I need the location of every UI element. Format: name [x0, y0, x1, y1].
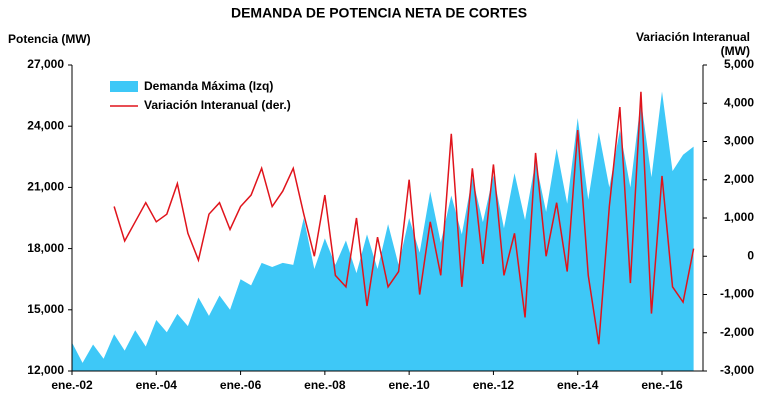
y2-tick-label: 2,000: [724, 172, 754, 186]
y2-tick-label: -2,000: [720, 325, 754, 339]
y-tick-label: 12,000: [27, 363, 64, 377]
y2-tick-label: 4,000: [724, 95, 754, 109]
legend-swatch: [110, 81, 138, 92]
y2-axis-label-box: Variación Interanual (MW): [635, 30, 750, 58]
area: [72, 91, 694, 372]
y-tick-label: 21,000: [27, 180, 64, 194]
legend-label: Demanda Máxima (Izq): [144, 79, 273, 93]
x-tick-label: ene.-02: [51, 378, 93, 392]
y2-tick-label: 3,000: [724, 134, 754, 148]
y-tick-label: 15,000: [27, 302, 64, 316]
y2-tick-label: -3,000: [720, 363, 754, 377]
x-tick-label: ene.-06: [220, 378, 262, 392]
y2-tick-label: 0: [747, 248, 754, 262]
legend-label: Variación Interanual (der.): [144, 98, 291, 112]
x-tick-label: ene.-10: [388, 378, 430, 392]
y-tick-label: 18,000: [27, 241, 64, 255]
x-tick-label: ene.-04: [136, 378, 178, 392]
y-axis-label: Potencia (MW): [8, 32, 91, 46]
y-tick-label: 27,000: [27, 57, 64, 71]
y2-tick-label: -1,000: [720, 287, 754, 301]
line: [113, 91, 695, 345]
y2-axis-label: Variación Interanual (MW): [635, 30, 750, 58]
y2-tick-label: 1,000: [724, 210, 754, 224]
x-tick-label: ene.-14: [557, 378, 599, 392]
y-tick-label: 24,000: [27, 118, 64, 132]
x-tick-label: ene.-12: [473, 378, 515, 392]
y2-tick-label: 5,000: [724, 57, 754, 71]
chart-title: DEMANDA DE POTENCIA NETA DE CORTES: [231, 5, 527, 21]
x-tick-label: ene.-08: [304, 378, 346, 392]
x-tick-label: ene.-16: [641, 378, 683, 392]
